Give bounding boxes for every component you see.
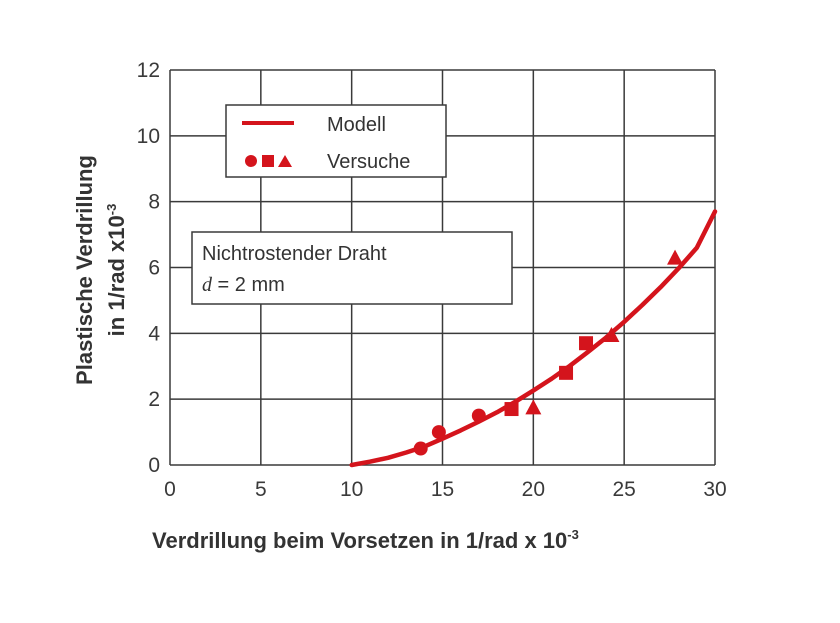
data-point-circle <box>431 425 446 440</box>
annotation-box <box>191 231 513 305</box>
y-tick-label: 12 <box>137 59 160 82</box>
legend-label-modell: Modell <box>327 114 386 136</box>
data-point-square <box>504 402 519 417</box>
model-curve <box>349 209 718 468</box>
model-curve-layer <box>349 209 718 468</box>
annotation-line2: d = 2 mm <box>202 274 285 296</box>
tick-labels: 0 5 10 15 20 25 30 0 2 4 6 8 10 12 <box>137 59 727 501</box>
legend-box <box>225 104 447 178</box>
x-tick-label: 30 <box>703 478 726 501</box>
data-point-square <box>579 336 594 351</box>
data-point-circle <box>413 441 428 456</box>
data-point-triangle <box>525 399 542 415</box>
x-tick-label: 0 <box>164 478 176 501</box>
legend-label-versuche: Versuche <box>327 151 410 173</box>
x-axis-title: Verdrillung beim Vorsetzen in 1/rad x 10… <box>152 527 579 553</box>
legend-triangle-marker <box>278 155 292 167</box>
data-point-square <box>559 365 574 380</box>
y-tick-label: 6 <box>148 257 160 280</box>
x-tick-label: 15 <box>431 478 454 501</box>
legend-circle-marker <box>245 155 257 167</box>
y-tick-label: 8 <box>148 191 160 214</box>
x-tick-label: 5 <box>255 478 267 501</box>
y-tick-label: 2 <box>148 388 160 411</box>
legend: Modell Versuche <box>225 104 447 178</box>
y-axis-title-line2: in 1/rad x10-3 <box>104 204 129 337</box>
data-points-layer <box>413 249 684 456</box>
annotation-line1: Nichtrostender Draht <box>202 243 387 265</box>
x-tick-label: 25 <box>612 478 635 501</box>
y-tick-label: 4 <box>148 322 160 345</box>
data-point-triangle <box>667 249 684 265</box>
data-point-triangle <box>603 326 620 342</box>
data-point-circle <box>471 408 486 423</box>
y-axis-title: Plastische Verdrillung <box>72 155 97 385</box>
annotation: Nichtrostender Draht d = 2 mm <box>191 231 513 305</box>
y-tick-label: 0 <box>148 454 160 477</box>
x-tick-label: 20 <box>522 478 545 501</box>
y-tick-label: 10 <box>137 125 160 148</box>
x-tick-label: 10 <box>340 478 363 501</box>
legend-square-marker <box>262 155 274 167</box>
